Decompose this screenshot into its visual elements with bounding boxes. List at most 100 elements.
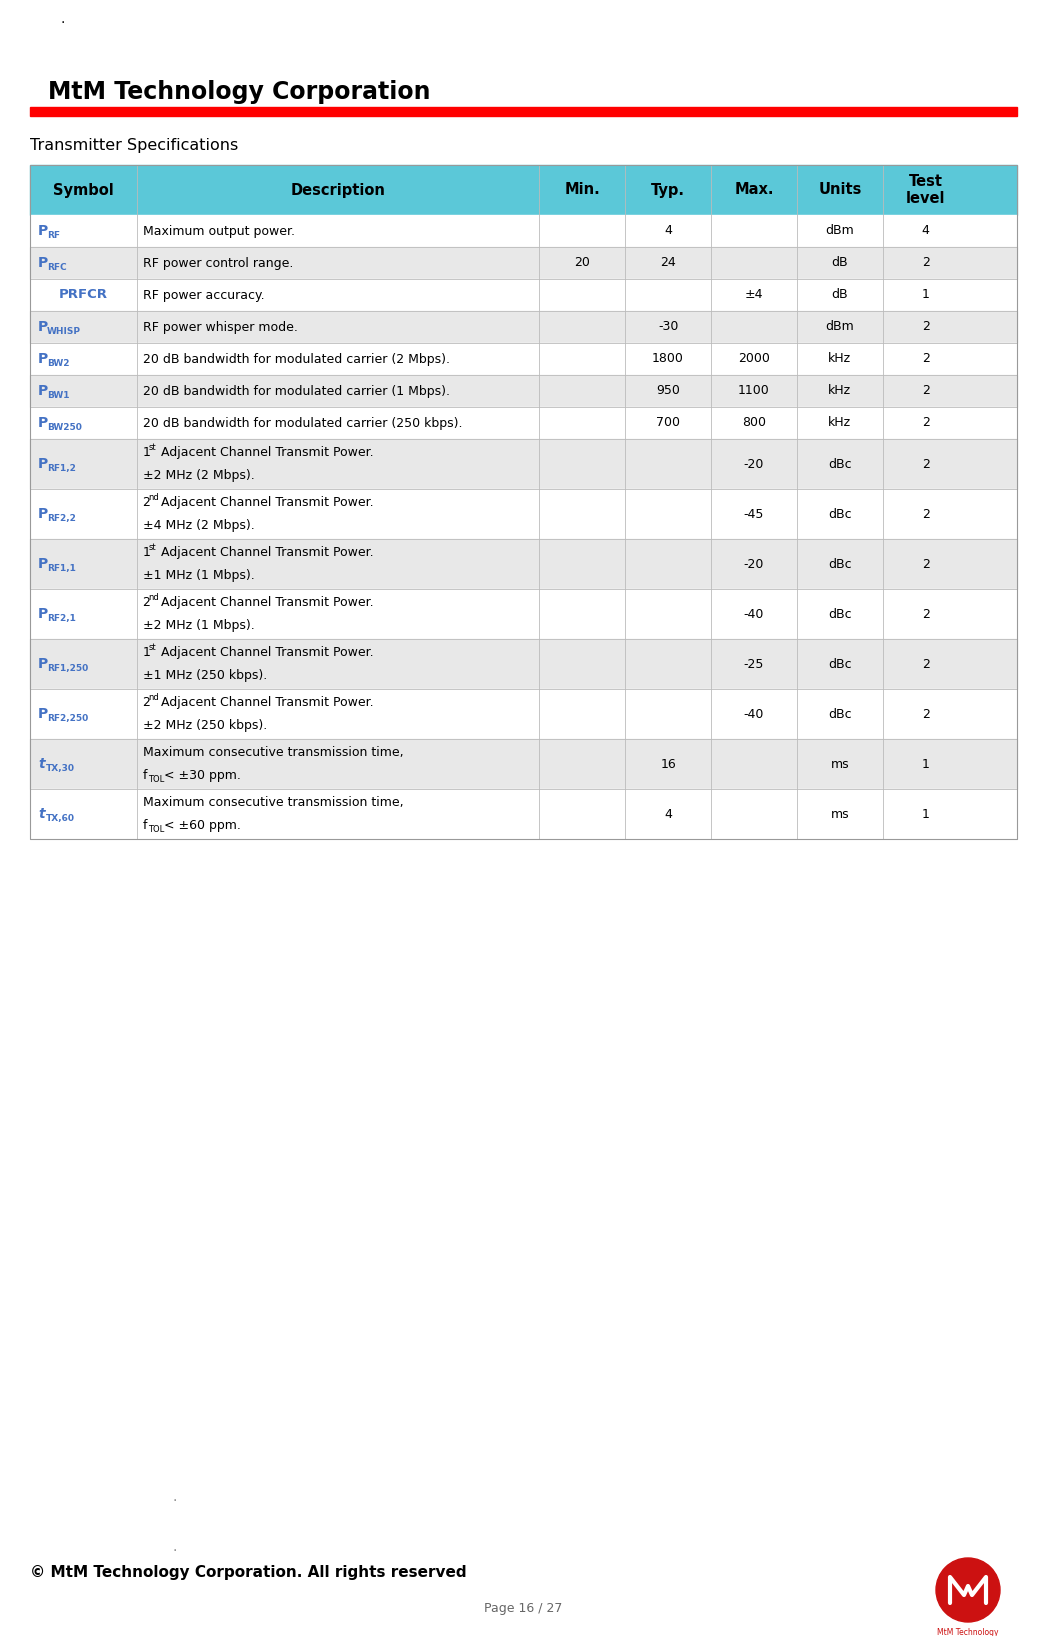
Bar	[30, 106, 1017, 116]
Text: Adjacent Channel Transmit Power.: Adjacent Channel Transmit Power.	[157, 695, 373, 708]
Bar	[30, 165, 1017, 214]
Text: WHISP: WHISP	[47, 327, 81, 337]
Text: P: P	[38, 416, 48, 430]
Text: 2: 2	[921, 321, 930, 334]
Text: 2: 2	[921, 384, 930, 398]
Text: Transmitter Specifications: Transmitter Specifications	[30, 137, 239, 154]
Bar	[30, 280, 1017, 311]
Text: dB: dB	[831, 288, 848, 301]
Text: BW1: BW1	[47, 391, 69, 401]
Text: P: P	[38, 255, 48, 270]
Text: 2: 2	[921, 417, 930, 430]
Text: 1: 1	[921, 757, 930, 771]
Bar	[30, 689, 1017, 739]
Text: Maximum consecutive transmission time,: Maximum consecutive transmission time,	[142, 797, 403, 808]
Text: t: t	[38, 757, 45, 771]
Text: Page 16 / 27: Page 16 / 27	[484, 1602, 562, 1615]
Text: ms: ms	[830, 757, 849, 771]
Text: 20 dB bandwidth for modulated carrier (250 kbps).: 20 dB bandwidth for modulated carrier (2…	[142, 417, 462, 430]
Text: ±2 MHz (1 Mbps).: ±2 MHz (1 Mbps).	[142, 618, 254, 631]
Text: -25: -25	[743, 658, 764, 671]
Text: 2: 2	[921, 352, 930, 365]
Text: t: t	[38, 807, 45, 821]
Text: 700: 700	[656, 417, 681, 430]
Text: kHz: kHz	[828, 417, 851, 430]
Text: ±1 MHz (1 Mbps).: ±1 MHz (1 Mbps).	[142, 569, 254, 582]
Text: © MtM Technology Corporation. All rights reserved: © MtM Technology Corporation. All rights…	[30, 1566, 467, 1580]
Text: Adjacent Channel Transmit Power.: Adjacent Channel Transmit Power.	[157, 447, 373, 460]
Text: dB: dB	[831, 257, 848, 270]
Text: 20: 20	[575, 257, 591, 270]
Text: ±2 MHz (2 Mbps).: ±2 MHz (2 Mbps).	[142, 470, 254, 483]
Bar	[30, 789, 1017, 839]
Text: RF2,2: RF2,2	[47, 514, 75, 524]
Text: Maximum output power.: Maximum output power.	[142, 224, 294, 237]
Text: dBc: dBc	[828, 458, 851, 471]
Text: 2: 2	[921, 257, 930, 270]
Text: P: P	[38, 321, 48, 334]
Text: RF power control range.: RF power control range.	[142, 257, 293, 270]
Text: P: P	[38, 556, 48, 571]
Text: 2: 2	[921, 558, 930, 571]
Text: 1800: 1800	[652, 352, 684, 365]
Text: P: P	[38, 607, 48, 622]
Text: -40: -40	[743, 707, 764, 720]
Text: P: P	[38, 707, 48, 721]
Text: 4: 4	[664, 808, 672, 821]
Text: Description: Description	[290, 183, 385, 198]
Text: -45: -45	[743, 507, 764, 520]
Text: MtM Technology Corporation: MtM Technology Corporation	[48, 80, 430, 105]
Bar	[30, 214, 1017, 247]
Text: 20 dB bandwidth for modulated carrier (1 Mbps).: 20 dB bandwidth for modulated carrier (1…	[142, 384, 449, 398]
Text: Adjacent Channel Transmit Power.: Adjacent Channel Transmit Power.	[157, 546, 373, 560]
Text: .: .	[173, 1539, 177, 1554]
Text: RF power accuracy.: RF power accuracy.	[142, 288, 264, 301]
Text: P: P	[38, 456, 48, 471]
Text: 4: 4	[921, 224, 930, 237]
Text: RF1,2: RF1,2	[47, 465, 75, 473]
Text: TOL: TOL	[148, 825, 164, 834]
Text: RF2,1: RF2,1	[47, 615, 75, 623]
Text: 1: 1	[921, 288, 930, 301]
Text: ±2 MHz (250 kbps).: ±2 MHz (250 kbps).	[142, 718, 267, 731]
Bar	[30, 489, 1017, 538]
Text: P: P	[38, 658, 48, 671]
Text: 950: 950	[656, 384, 681, 398]
Bar	[30, 311, 1017, 344]
Text: < ±30 ppm.: < ±30 ppm.	[160, 769, 241, 782]
Text: dBm: dBm	[825, 224, 854, 237]
Text: 24: 24	[661, 257, 676, 270]
Text: dBm: dBm	[825, 321, 854, 334]
Text: P: P	[38, 384, 48, 398]
Text: nd: nd	[149, 694, 159, 702]
Text: nd: nd	[149, 492, 159, 502]
Text: Adjacent Channel Transmit Power.: Adjacent Channel Transmit Power.	[157, 646, 373, 659]
Text: 2: 2	[142, 496, 151, 509]
Text: TOL: TOL	[148, 775, 164, 784]
Text: 1100: 1100	[738, 384, 770, 398]
Text: Adjacent Channel Transmit Power.: Adjacent Channel Transmit Power.	[157, 496, 373, 509]
Text: BW250: BW250	[47, 424, 82, 432]
Text: PRFCR: PRFCR	[59, 288, 108, 301]
Text: 2: 2	[142, 695, 151, 708]
Bar	[30, 739, 1017, 789]
Text: Max.: Max.	[734, 183, 774, 198]
Text: st: st	[149, 443, 156, 452]
Text: Maximum consecutive transmission time,: Maximum consecutive transmission time,	[142, 746, 403, 759]
Text: 4: 4	[664, 224, 672, 237]
Text: Units: Units	[818, 183, 862, 198]
Text: 20 dB bandwidth for modulated carrier (2 Mbps).: 20 dB bandwidth for modulated carrier (2…	[142, 352, 449, 365]
Text: Symbol: Symbol	[53, 183, 114, 198]
Bar	[30, 375, 1017, 407]
Text: ±4 MHz (2 Mbps).: ±4 MHz (2 Mbps).	[142, 519, 254, 532]
Text: .: .	[60, 11, 64, 26]
Text: P: P	[38, 224, 48, 237]
Text: RF2,250: RF2,250	[47, 715, 88, 723]
Text: 2000: 2000	[738, 352, 770, 365]
Text: RF power whisper mode.: RF power whisper mode.	[142, 321, 297, 334]
Text: dBc: dBc	[828, 507, 851, 520]
Text: RF1,250: RF1,250	[47, 664, 88, 674]
Text: Test
level: Test level	[906, 173, 945, 206]
Text: Adjacent Channel Transmit Power.: Adjacent Channel Transmit Power.	[157, 596, 373, 609]
Circle shape	[936, 1557, 1000, 1621]
